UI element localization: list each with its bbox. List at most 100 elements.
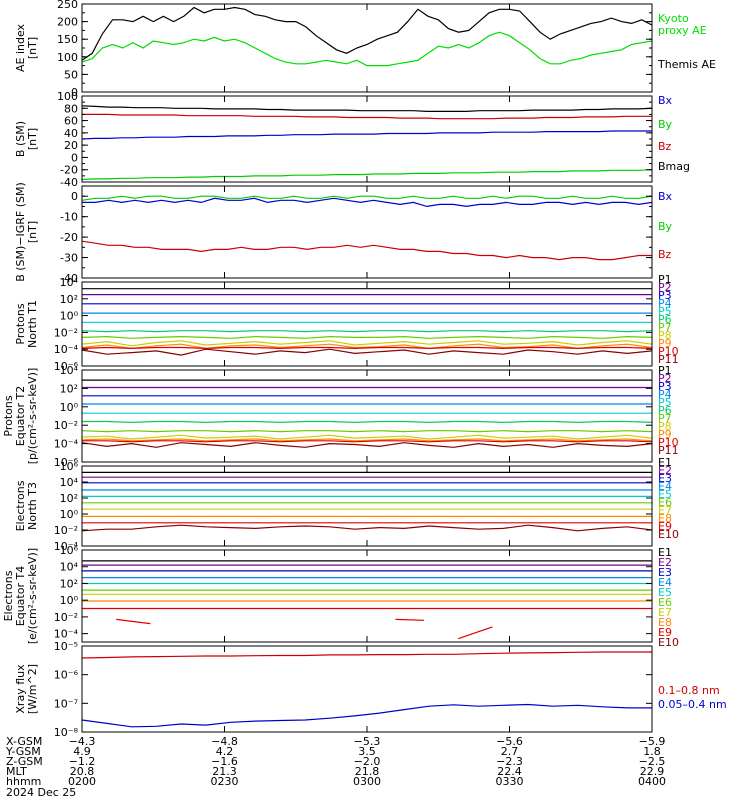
x-axis-value: 4.9 (73, 745, 91, 758)
x-axis-value: 0330 (496, 775, 524, 788)
y-axis-label: Electrons (14, 480, 27, 531)
y-axis-label: North T3 (26, 482, 39, 530)
y-axis-label: Equator T4 (14, 566, 27, 626)
y-tick-label: 10⁻⁷ (54, 697, 78, 710)
y-tick-label: 250 (57, 0, 78, 11)
panel-5: 10⁻⁶ 10⁻⁴ 10⁻² 10⁰ 10² 10⁴ Protons Equator T2 [p… (2, 364, 679, 469)
legend-label-e9: E9 (658, 520, 672, 533)
panel-frame (81, 549, 653, 643)
x-axis-value: −5.6 (496, 735, 523, 748)
series-line-p10 (82, 440, 653, 443)
x-axis-value: 3.5 (358, 745, 376, 758)
series-line-bx (81, 130, 652, 140)
x-axis-value: 0230 (211, 775, 239, 788)
panel-frame (81, 465, 653, 547)
y-tick-label: 10⁻⁴ (54, 628, 79, 641)
series-line-p8 (81, 340, 653, 347)
legend-label-e3: E3 (658, 566, 672, 579)
x-axis-value: −2.3 (496, 755, 523, 768)
x-axis-row-label: MLT (6, 765, 27, 778)
legend-label-p4: P4 (658, 388, 672, 401)
y-tick-label: -10 (60, 211, 78, 224)
panel-7: 10⁻⁴ 10⁻² 10⁰ 10² 10⁴ 10⁶ Electrons Equator T4[… (2, 544, 679, 649)
y-tick-label: 10⁴ (60, 276, 79, 289)
y-tick-label: 10⁻⁴ (54, 343, 79, 356)
series-line-0-05-0-4-nm (81, 703, 652, 728)
y-tick-label: -40 (60, 272, 78, 285)
legend-label-e5: E5 (658, 586, 672, 599)
x-axis-value: 1.8 (643, 745, 661, 758)
series-line-kyoto-proxy-ae (81, 31, 653, 67)
data-segment (458, 626, 493, 640)
y-axis-label: [nT] (26, 221, 39, 243)
legend-label-bmag: Bmag (658, 160, 690, 173)
y-tick-label: 0 (71, 86, 78, 99)
panel-4: 10⁻⁶ 10⁻⁴ 10⁻² 10⁰ 10² 10⁴ Protons North T1 P1P2… (14, 273, 679, 373)
x-axis-row-label: hhmm (6, 775, 41, 788)
data-segment (395, 618, 425, 621)
legend-label-p10: P10 (658, 436, 679, 449)
legend-label-e3: E3 (658, 472, 672, 485)
y-tick-label: 20 (64, 139, 78, 152)
legend-label-p7: P7 (658, 412, 672, 425)
legend-label-p8: P8 (658, 329, 672, 342)
data-segment (116, 618, 151, 625)
legend-label-p9: P9 (658, 428, 672, 441)
legend-label-bz: Bz (658, 140, 672, 153)
legend-label-p1: P1 (658, 364, 672, 377)
series-line-0-1-0-8-nm (81, 651, 652, 659)
y-axis-label: B (SM) (14, 121, 27, 157)
x-axis-value: 20.8 (70, 765, 95, 778)
legend-label-e10: E10 (658, 636, 679, 649)
x-axis-value: 21.8 (355, 765, 380, 778)
legend-label-e6: E6 (658, 496, 672, 509)
legend-label-e2: E2 (658, 464, 672, 477)
legend-label-e6: E6 (658, 596, 672, 609)
legend-label-p7: P7 (658, 321, 672, 334)
x-axis-date: 2024 Dec 25 (6, 786, 76, 799)
x-axis-row-label: X-GSM (6, 735, 42, 748)
y-tick-label: 10⁻⁴ (54, 438, 79, 451)
x-axis-value: 4.2 (216, 745, 234, 758)
y-tick-label: 40 (64, 127, 78, 140)
y-axis-label: B (SM)−IGRF (SM) (14, 182, 27, 282)
y-axis-label: North T1 (26, 300, 39, 348)
y-axis-label: [nT] (26, 128, 39, 150)
legend-label-p8: P8 (658, 420, 672, 433)
series-line-p9 (81, 343, 653, 350)
y-tick-label: 10⁻⁶ (54, 456, 79, 469)
x-axis-row-label: Z-GSM (6, 755, 43, 768)
legend-label-p2: P2 (658, 281, 672, 294)
x-axis-value: 22.4 (497, 765, 522, 778)
panel-frame (81, 645, 653, 733)
series-line-bz (82, 113, 652, 120)
legend-label-e9: E9 (658, 626, 672, 639)
series-line-p7 (81, 430, 653, 433)
y-axis-label: Electrons (2, 570, 15, 621)
legend-label-e5: E5 (658, 488, 672, 501)
legend-label-p4: P4 (658, 297, 672, 310)
y-tick-label: 10⁻⁴ (54, 540, 79, 553)
series-line-p8 (81, 434, 653, 440)
series-line-bmag (81, 105, 653, 113)
y-tick-label: 10⁰ (60, 508, 79, 521)
y-axis-label: AE index (14, 23, 27, 72)
series-line-p6 (81, 330, 653, 333)
legend-label-p11: P11 (658, 353, 679, 366)
panel-8: 10⁻⁸ 10⁻⁷ 10⁻⁶ 10⁻⁵ Xray flux [W/m^2] 0.1–0.8 … (14, 640, 727, 739)
x-axis-value: 21.3 (212, 765, 237, 778)
series-line-p10 (81, 346, 653, 350)
legend-label-by: By (658, 220, 673, 233)
y-tick-label: 0 (71, 151, 78, 164)
y-tick-label: 10⁻² (54, 524, 78, 537)
legend-label-p3: P3 (658, 289, 672, 302)
x-axis-value: −1.6 (211, 755, 238, 768)
legend-label-e2: E2 (658, 556, 672, 569)
legend-label-e1: E1 (658, 546, 672, 559)
legend-label-0-05-0-4-nm: 0.05–0.4 nm (658, 698, 727, 711)
y-tick-label: -40 (60, 176, 78, 189)
x-axis-value: −5.3 (354, 735, 381, 748)
y-tick-label: 10⁻⁸ (54, 726, 79, 739)
